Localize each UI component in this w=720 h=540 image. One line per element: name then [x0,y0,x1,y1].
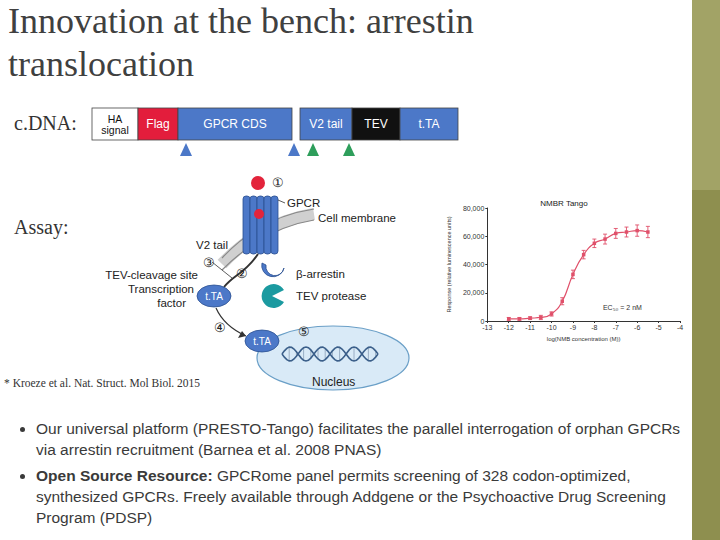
svg-text:β-arrestin: β-arrestin [296,268,345,280]
svg-text:-13: -13 [482,324,492,331]
svg-text:* Kroeze et al. Nat. Struct. M: * Kroeze et al. Nat. Struct. Mol Biol. 2… [4,377,200,389]
svg-text:60,000: 60,000 [463,233,485,240]
html-text:Innovation at the bench: arres: Innovation at the bench: arrestin transl… [8,1,474,84]
svg-text:GPCR: GPCR [287,197,320,209]
svg-text:factor: factor [157,297,186,309]
svg-text:Transcription: Transcription [128,283,194,295]
svg-text:②: ② [236,266,248,281]
svg-text:0: 0 [480,317,485,325]
svg-text:-7: -7 [613,324,619,331]
svg-text:-10: -10 [546,324,556,331]
svg-text:V2 tail: V2 tail [309,117,342,131]
svg-text:Response (relative luminescenc: Response (relative luminescence units) [446,216,452,312]
svg-text:t.TA: t.TA [253,336,271,347]
svg-text:⑤: ⑤ [298,324,310,339]
svg-text:V2 tail: V2 tail [196,239,228,251]
svg-text:TEV protease: TEV protease [296,290,366,302]
svg-text:NMBR Tango: NMBR Tango [540,199,588,208]
svg-text:20,000: 20,000 [463,289,485,296]
svg-text:Nucleus: Nucleus [312,375,355,389]
html-text:Open Source Resource: GPCRome: Open Source Resource: GPCRome panel perm… [36,467,666,526]
svg-text:-5: -5 [655,324,661,331]
svg-text:①: ① [272,175,284,190]
svg-text:TEV: TEV [364,117,387,131]
svg-text:signal: signal [101,124,128,136]
svg-text:GPCR CDS: GPCR CDS [203,117,266,131]
svg-text:40,000: 40,000 [463,261,485,268]
svg-text:-4: -4 [677,324,683,331]
svg-text:Assay:: Assay: [14,216,68,239]
svg-text:EC₅₀ = 2 nM: EC₅₀ = 2 nM [603,304,642,311]
svg-text:80,000: 80,000 [463,205,485,212]
svg-text:-11: -11 [525,324,535,331]
svg-text:TEV-cleavage site: TEV-cleavage site [105,269,198,281]
svg-text:④: ④ [214,320,226,335]
svg-text:Cell membrane: Cell membrane [318,212,396,224]
svg-text:log(NMB concentration (M)): log(NMB concentration (M)) [547,336,621,342]
svg-text:-6: -6 [634,324,640,331]
svg-text:-12: -12 [504,324,514,331]
html-text:Our universal platform (PRESTO: Our universal platform (PRESTO-Tango) fa… [36,420,681,458]
svg-text:t.TA: t.TA [418,117,439,131]
svg-text:-8: -8 [591,324,597,331]
svg-text:HA: HA [107,112,123,125]
svg-text:-9: -9 [570,324,576,331]
svg-text:③: ③ [203,255,215,270]
svg-text:Flag: Flag [146,117,169,131]
svg-text:c.DNA:: c.DNA: [14,112,77,134]
svg-text:t.TA: t.TA [205,291,223,302]
